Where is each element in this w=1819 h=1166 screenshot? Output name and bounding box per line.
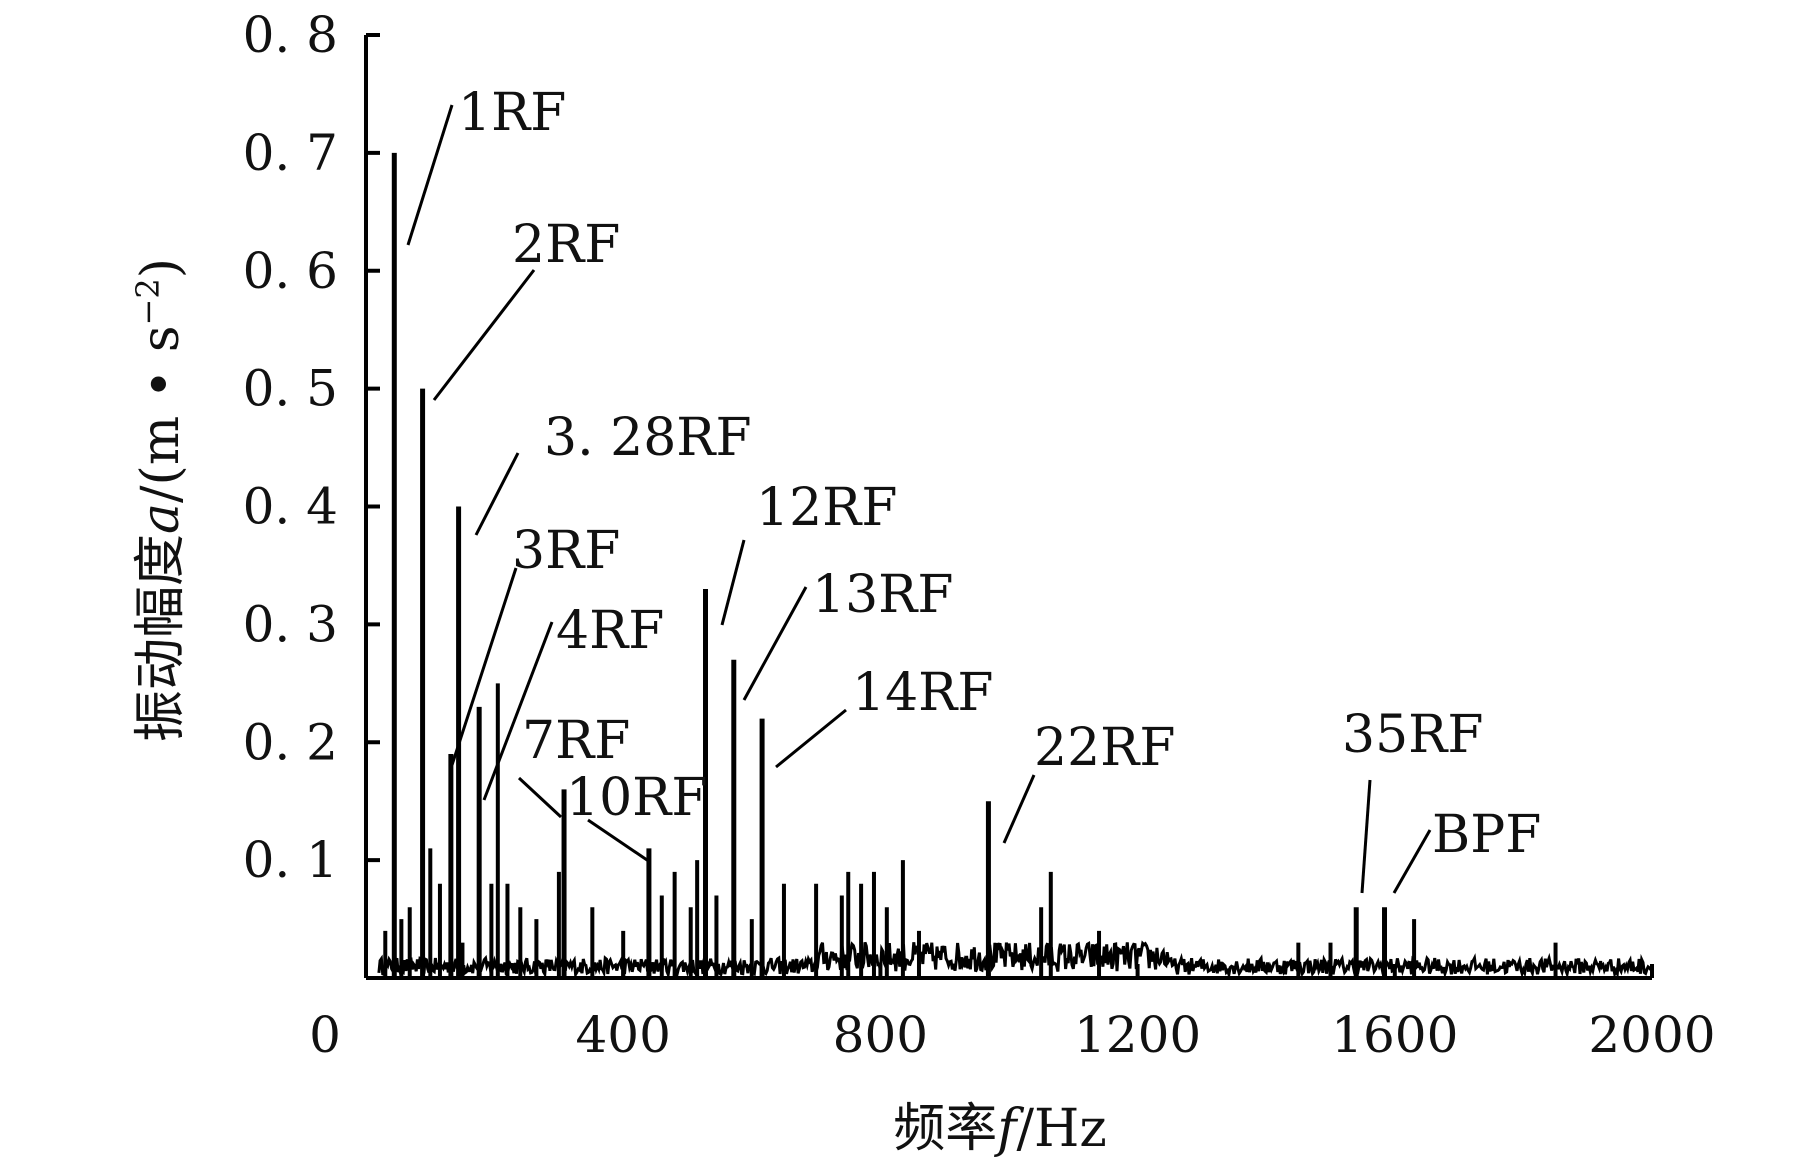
leader-2rf [432,269,536,401]
annotation-3rf: 3RF [512,521,620,581]
annotation-328rf: 3. 28RF [544,408,752,468]
y-tick-label: 0. 8 [243,6,338,64]
y-tick-label: 0. 7 [243,124,338,182]
leader-14rf [775,708,847,769]
y-tick-label: 0. 3 [243,595,338,653]
leader-bpf [1392,829,1432,894]
y-tick-label: 0. 6 [243,242,338,300]
x-tick-label: 800 [833,1006,928,1064]
leader-328rf [474,452,520,536]
leader-3rf [450,567,518,766]
y-tick-label: 0. 5 [243,360,338,418]
x-axis-title: 频率f/Hz [893,1099,1107,1159]
y-tick-label: 0. 2 [243,713,338,771]
annotation-14rf: 14RF [852,663,993,723]
leader-7rf [517,776,563,819]
plot-area [377,152,1654,980]
axes: 0. 1 0. 2 0. 3 0. 4 0. 5 0. 6 0. 7 0. 8 0 400 800 1… [243,6,1716,1064]
y-axis-title-text: 振动幅度 [131,534,191,742]
annotation-13rf: 13RF [812,565,953,625]
x-tick-label: 1200 [1074,1006,1201,1064]
leader-35rf [1360,779,1372,894]
y-axis-unit-exponent: −2 [129,278,167,325]
x-axis-unit: /Hz [1017,1099,1107,1159]
y-axis-title: 振动幅度a/(m • s−2) [129,258,191,742]
annotation-10rf: 10RF [566,768,707,828]
annotation-12rf: 12RF [756,478,897,538]
annotation-7rf: 7RF [522,711,630,771]
annotation-35rf: 35RF [1342,705,1483,765]
y-axis-unit-close: ) [131,258,191,278]
leader-10rf [587,818,651,864]
leader-12rf [720,539,746,626]
y-tick-label: 0. 4 [243,478,338,536]
annotation-4rf: 4RF [556,601,664,661]
x-tick-label: 1600 [1331,1006,1458,1064]
annotation-1rf: 1RF [458,83,566,143]
y-tick-label: 0. 1 [243,831,338,889]
leader-4rf [482,621,554,801]
x-tick-label: 2000 [1588,1006,1715,1064]
annotation-2rf: 2RF [512,215,620,275]
y-axis-unit: /(m • s [131,325,191,503]
x-tick-label: 0 [309,1006,341,1064]
leader-22rf [1002,774,1036,844]
annotation-22rf: 22RF [1034,718,1175,778]
x-axis-title-text: 频率 [893,1099,997,1159]
leader-13rf [742,586,808,701]
y-axis-variable: a [131,503,191,534]
leader-1rf [406,104,454,246]
x-tick-label: 400 [575,1006,670,1064]
noise-floor-line [377,940,1654,980]
annotation-bpf: BPF [1432,805,1541,865]
